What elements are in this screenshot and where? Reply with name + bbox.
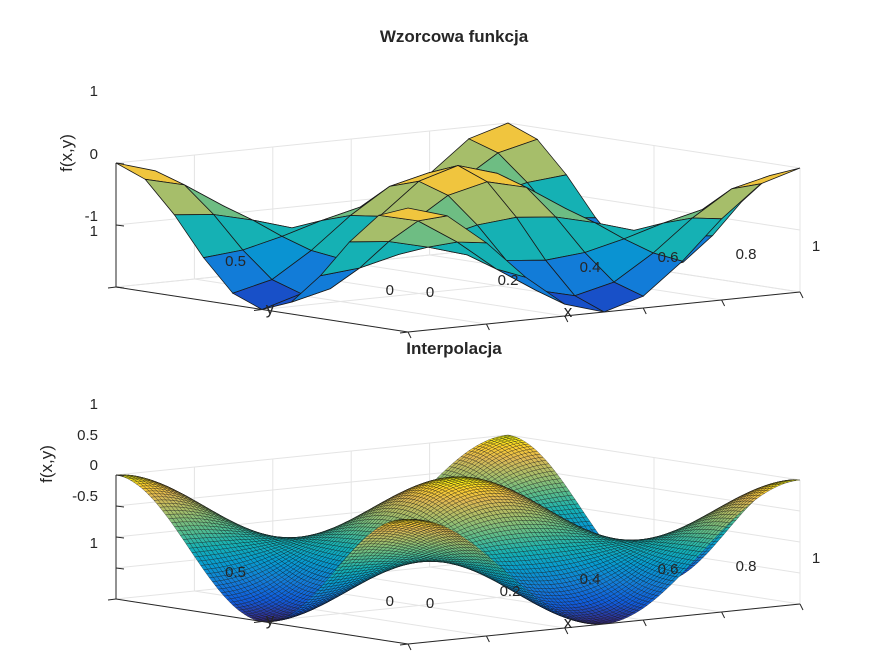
plot-bottom: Interpolacja 1 0.5 0 -0.5 1 0.5 0 0 0.2 …: [37, 339, 820, 651]
axes-top: [107, 162, 804, 339]
z-tick-mark-top-1: [115, 224, 125, 227]
surface-face-top-0-0: [378, 207, 448, 222]
y-tick-top-1: 1: [90, 223, 98, 240]
surface-face-top-9-0: [731, 167, 801, 190]
x-tick-mark-top-0: [407, 331, 412, 339]
plot-top: Wzorcowa funkcja 1 0 -1 1 0.5 0 0 0.2 0.…: [57, 27, 820, 339]
x-tick-mark-top-2: [564, 315, 569, 323]
x-tick-mark-top-3: [642, 307, 647, 315]
z-tick-mark-top-2: [115, 162, 125, 165]
x-tick-top-02: 0.2: [498, 272, 519, 289]
surface-bottom: [115, 434, 801, 625]
x-tick-top-06: 0.6: [658, 249, 679, 266]
grid-back-y-z-3: [115, 434, 509, 476]
x-axis-label-top: x: [564, 302, 573, 321]
y-tick-top-0: 0: [386, 282, 394, 299]
x-tick-top-1: 1: [812, 238, 820, 255]
y-tick-mark-top-2: [107, 286, 117, 289]
y-tick-top-05: 0.5: [225, 253, 246, 270]
x-tick-top-04: 0.4: [580, 259, 601, 276]
x-tick-top-0: 0: [426, 284, 434, 301]
x-tick-mark-top-4: [721, 299, 726, 307]
z-tick-top-1: 1: [90, 83, 98, 100]
plot-title-top: Wzorcowa funkcja: [380, 27, 529, 46]
x-tick-mark-top-1: [485, 323, 490, 331]
y-tick-mark-top-1: [253, 309, 263, 311]
x-tick-top-08: 0.8: [736, 246, 757, 263]
x-axis-line-top: [407, 291, 801, 333]
y-axis-label-top: y: [266, 299, 275, 318]
z-tick-mark-top-0: [115, 286, 125, 289]
y-tick-mark-top-0: [399, 331, 409, 334]
surface-top: [115, 122, 801, 313]
z-axis-label-top: f(x,y): [57, 134, 76, 172]
surface-face-top-8-0: [691, 183, 763, 220]
grid-back-y-z-2: [115, 122, 509, 164]
z-tick-top-neg1: -1: [85, 208, 98, 225]
x-tick-mark-top-5: [799, 291, 804, 299]
z-tick-top-0: 0: [90, 146, 98, 163]
